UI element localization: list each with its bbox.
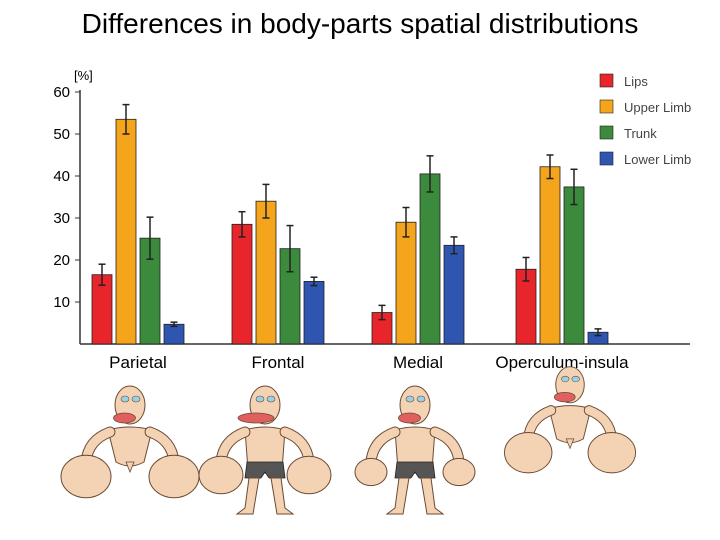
bar-chart: 10 20 30 40 50 60 [%] Parietal Frontal Medial Oper… <box>53 68 691 372</box>
parietal-homunculus <box>60 385 200 499</box>
bar-lower-limb <box>443 244 465 345</box>
y-tick-label: 20 <box>53 252 70 269</box>
y-axis-label: [%] <box>74 68 93 83</box>
legend-swatch <box>599 151 614 166</box>
legend-swatch <box>599 125 614 140</box>
x-tick-label: Operculum-insula <box>495 353 629 372</box>
legend-label: Trunk <box>624 126 657 141</box>
y-tick-label: 60 <box>53 84 70 101</box>
frontal-homunculus <box>198 385 332 515</box>
y-tick-label: 10 <box>53 294 70 311</box>
bar-lower-limb <box>303 281 325 345</box>
legend-label: Lips <box>624 74 648 89</box>
y-tick-label: 40 <box>53 168 70 185</box>
legend-swatch <box>599 73 614 88</box>
bar-lips <box>231 223 253 345</box>
page-title: Differences in body-parts spatial distri… <box>81 8 639 39</box>
x-tick-label: Parietal <box>109 353 167 372</box>
x-tick-label: Frontal <box>252 353 305 372</box>
legend-swatch <box>599 99 614 114</box>
bar-upper-limb <box>539 166 561 345</box>
bar-upper-limb <box>255 200 277 345</box>
y-tick-label: 30 <box>53 210 70 227</box>
bar-trunk <box>419 173 441 345</box>
legend-label: Lower Limb <box>624 152 691 167</box>
bar-trunk <box>563 186 585 345</box>
bar-upper-limb <box>395 221 417 345</box>
bar-upper-limb <box>115 118 137 345</box>
legend-label: Upper Limb <box>624 100 691 115</box>
medial-homunculus <box>354 385 476 515</box>
y-tick-label: 50 <box>53 126 70 143</box>
x-tick-label: Medial <box>393 353 443 372</box>
bar-lower-limb <box>163 323 185 345</box>
